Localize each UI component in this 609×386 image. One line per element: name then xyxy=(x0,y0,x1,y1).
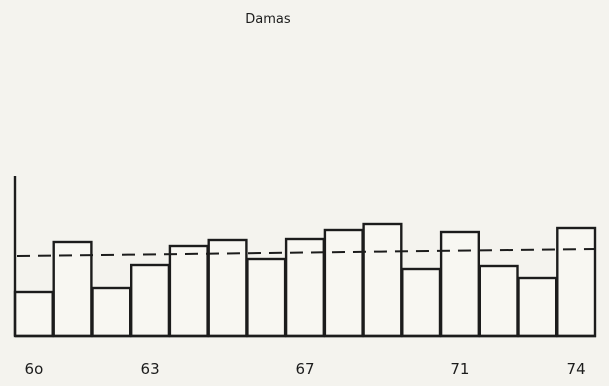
reference-line xyxy=(16,248,597,257)
bar-62 xyxy=(91,286,132,338)
x-tick-label-60: 6o xyxy=(25,360,44,378)
bar-72 xyxy=(478,264,519,338)
chart-title: Damas xyxy=(245,12,291,27)
bar-71 xyxy=(439,230,481,338)
bar-69 xyxy=(362,222,403,338)
x-tick-label-63: 63 xyxy=(141,360,160,378)
bar-64 xyxy=(168,244,209,338)
bar-60 xyxy=(13,290,54,338)
bar-74 xyxy=(556,226,597,338)
bar-70 xyxy=(401,267,442,338)
bar-63 xyxy=(129,263,171,338)
axes xyxy=(13,176,596,338)
x-tick-label-74: 74 xyxy=(567,360,586,378)
bar-68 xyxy=(323,228,364,338)
bar-group xyxy=(13,222,597,338)
bar-73 xyxy=(517,276,558,338)
x-tick-label-67: 67 xyxy=(295,360,314,378)
tick-label-group: 6o 63 67 71 74 xyxy=(25,360,586,378)
x-tick-label-71: 71 xyxy=(450,360,469,378)
bar-66 xyxy=(246,257,287,338)
